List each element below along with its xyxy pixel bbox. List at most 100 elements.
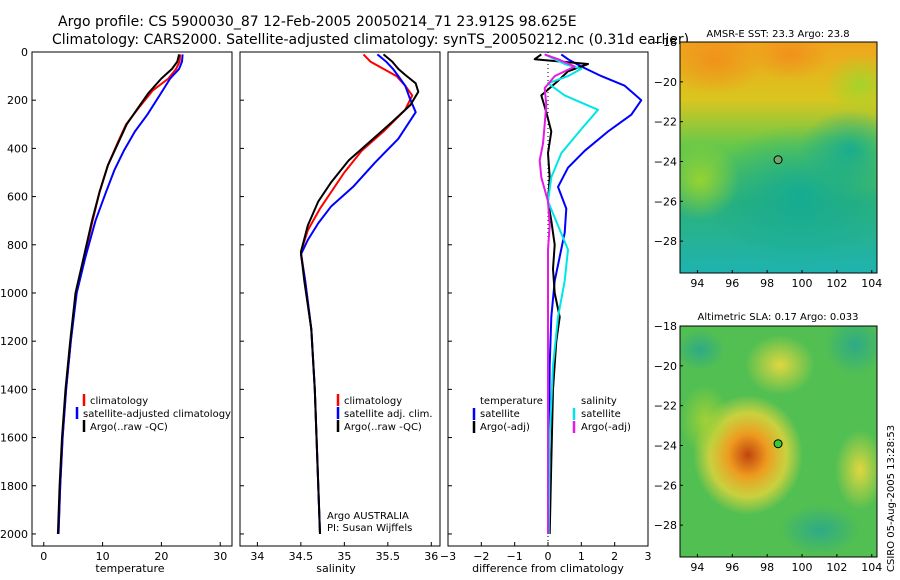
temperature-ticks: 0 10 20 30 0 200 400 600 800 1000 1200 1400 1600 1800… [0,46,227,563]
sla-field [680,326,877,557]
figure-title-line2: Climatology: CARS2000. Satellite-adjuste… [52,32,689,48]
map-x-tick-label: 96 [725,561,739,574]
legend-label-argo: Argo(..raw -QC) [344,422,422,433]
sst-map-frame [679,41,878,274]
series-line-blue [547,53,643,535]
x-tick-label: −2 [473,550,489,563]
x-tick-label: −3 [440,550,456,563]
map-x-tick-label: 100 [792,561,813,574]
map-y-tick-label: −22 [654,400,677,413]
x-tick-label: 3 [645,550,652,563]
difference-legend: temperature satellite Argo(-adj) salinit… [472,396,631,433]
sst-map-title: AMSR-E SST: 23.3 Argo: 23.8 [706,29,849,40]
y-tick-label: 600 [7,191,28,204]
y-tick-label: 1200 [0,335,28,348]
x-tick-label: 30 [213,550,227,563]
temperature-legend: climatology satellite-adjusted climatolo… [75,394,231,433]
map-x-tick-label: 102 [826,561,847,574]
legend-label-climatology: climatology [344,396,402,407]
map-y-tick-label: −24 [654,155,677,168]
map-x-tick-label: 94 [690,277,704,290]
map-y-tick-label: −28 [654,519,677,532]
x-tick-label: 0 [545,550,552,563]
map-y-tick-label: −18 [654,36,677,49]
salinity-series [299,53,420,535]
salinity-legend: climatology satellite adj. clim. Argo(..… [336,394,433,433]
sla-map-ticks: 94 96 98 100 102 104 −18 −20 −22 −24 −26 −28 [654,320,882,574]
y-tick-label: 400 [7,142,28,155]
map-y-tick-label: −24 [654,439,677,452]
map-x-tick-label: 94 [690,561,704,574]
difference-ticks: −3 −2 −1 0 1 2 3 [440,51,652,563]
map-y-tick-label: −20 [654,360,677,373]
sla-map-panel: Altimetric SLA: 0.17 Argo: 0.033 94 96 98 1… [654,312,882,574]
legend-label-temp-satellite: satellite [480,409,520,420]
y-tick-label: 1400 [0,383,28,396]
map-x-tick-label: 104 [861,277,882,290]
legend-label-climatology: climatology [90,396,148,407]
x-tick-label: −1 [507,550,523,563]
map-y-tick-label: −28 [654,235,677,248]
x-tick-label: 34.5 [289,550,314,563]
x-tick-label: 35.5 [376,550,401,563]
legend-label-argo: Argo(..raw -QC) [90,422,168,433]
map-y-tick-label: −26 [654,195,677,208]
map-x-tick-label: 96 [725,277,739,290]
argo-australia-label: Argo AUSTRALIA [327,511,409,522]
legend-header-temperature: temperature [480,396,543,407]
x-tick-label: 36 [424,550,438,563]
legend-header-salinity: salinity [581,396,617,407]
salinity-plot-frame [239,51,441,547]
legend-label-satellite-adj: satellite adj. clim. [344,409,433,420]
x-tick-label: 10 [96,550,110,563]
salinity-panel: 34 34.5 35 35.5 36 salinity climatology sate… [239,51,441,575]
map-y-tick-label: −26 [654,479,677,492]
x-tick-label: 2 [611,550,618,563]
sla-map-title: Altimetric SLA: 0.17 Argo: 0.033 [698,312,859,323]
difference-panel: −3 −2 −1 0 1 2 3 difference from climatology t… [440,51,652,575]
y-tick-label: 0 [21,46,28,59]
temperature-series [56,54,184,535]
series-line-black [299,53,420,535]
difference-series [533,53,643,535]
y-tick-label: 800 [7,239,28,252]
series-line-black [56,54,181,535]
map-x-tick-label: 98 [760,277,774,290]
y-tick-label: 200 [7,94,28,107]
pi-label: PI: Susan Wijffels [327,523,412,534]
sla-argo-marker [773,439,783,449]
y-tick-label: 1000 [0,287,28,300]
salinity-ticks: 34 34.5 35 35.5 36 [240,51,438,563]
map-y-tick-label: −18 [654,320,677,333]
figure-title-line1: Argo profile: CS 5900030_87 12-Feb-2005 … [58,14,577,30]
difference-xlabel: difference from climatology [472,562,624,575]
salinity-xlabel: salinity [316,562,356,575]
map-y-tick-label: −22 [654,116,677,129]
x-tick-label: 0 [40,550,47,563]
map-y-tick-label: −20 [654,76,677,89]
sst-map-panel: AMSR-E SST: 23.3 Argo: 23.8 94 96 98 100 102… [654,29,882,290]
sst-map-ticks: 94 96 98 100 102 104 −18 −20 −22 −24 −26 −28 [654,36,882,290]
y-tick-label: 1800 [0,480,28,493]
temperature-xlabel: temperature [95,562,164,575]
y-tick-label: 1600 [0,432,28,445]
sst-argo-marker [773,155,783,165]
x-tick-label: 20 [154,550,168,563]
y-tick-label: 2000 [0,528,28,541]
series-line-cyan [544,53,599,535]
legend-label-temp-argo: Argo(-adj) [480,422,530,433]
x-tick-label: 35 [337,550,351,563]
legend-label-sal-satellite: satellite [581,409,621,420]
x-tick-label: 34 [250,550,264,563]
map-x-tick-label: 98 [760,561,774,574]
legend-label-satellite-adjusted: satellite-adjusted climatology [83,409,231,420]
temperature-panel: 0 10 20 30 0 200 400 600 800 1000 1200 1400 1600 1800… [0,46,233,575]
sla-map-frame [679,325,878,558]
map-x-tick-label: 100 [792,277,813,290]
sst-field [680,42,877,273]
x-tick-label: 1 [578,550,585,563]
series-line-magenta [538,53,576,534]
temperature-plot-frame [31,51,233,547]
legend-label-sal-argo: Argo(-adj) [581,422,631,433]
